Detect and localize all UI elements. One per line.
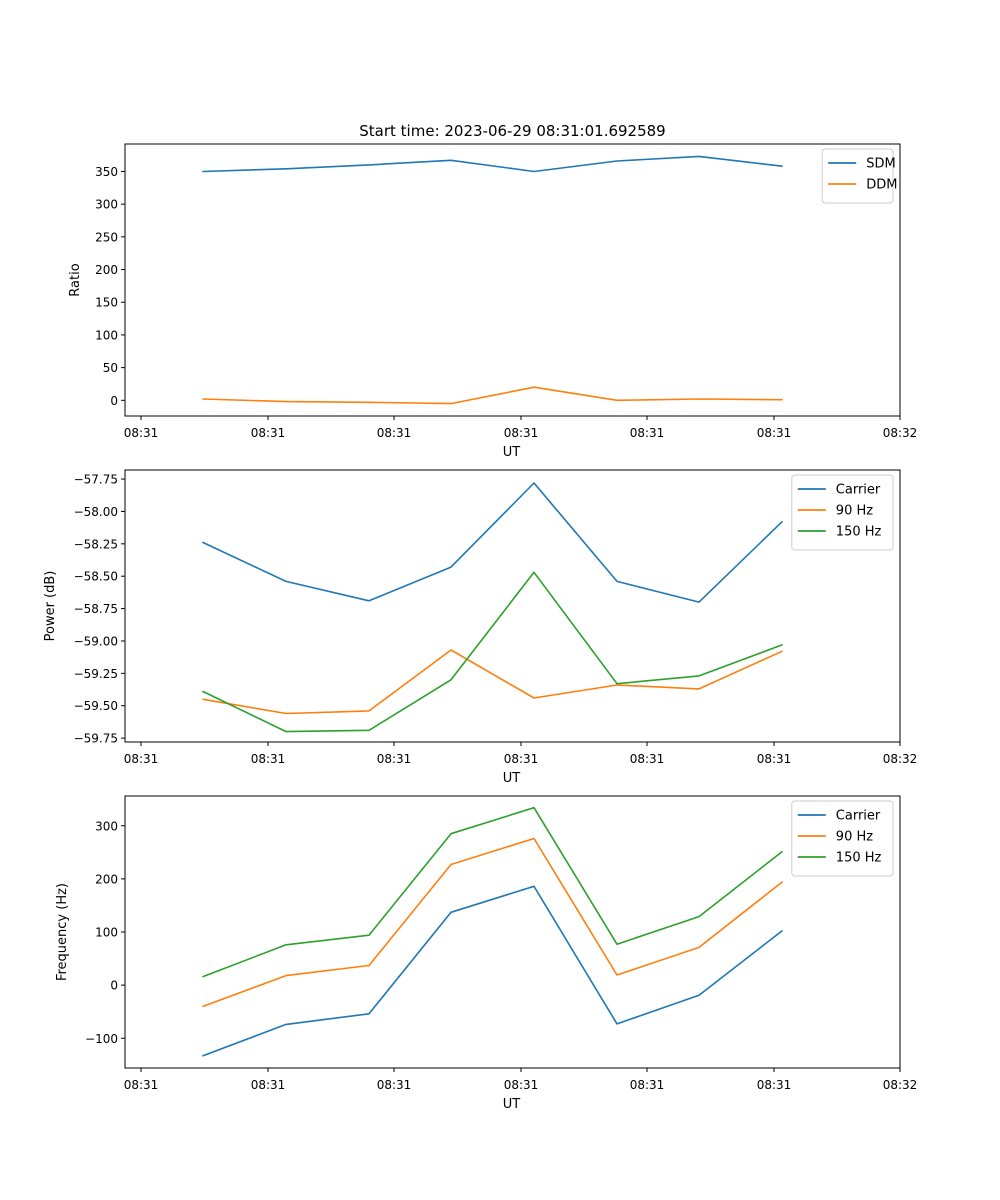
x-tick-label: 08:31 xyxy=(630,1078,665,1092)
y-tick-label: 0 xyxy=(110,394,118,408)
y-tick-label: 300 xyxy=(95,819,118,833)
x-tick-label: 08:31 xyxy=(251,752,286,766)
x-tick-label: 08:31 xyxy=(757,426,792,440)
legend: Carrier 90 Hz 150 Hz xyxy=(791,800,894,877)
y-tick-label: 100 xyxy=(95,328,118,342)
y-tick-label: −58.25 xyxy=(74,537,118,551)
x-axis-label: UT xyxy=(503,771,521,786)
x-axis-label: UT xyxy=(503,445,521,460)
y-tick-label: −59.25 xyxy=(74,667,118,681)
series-line-ddm xyxy=(202,386,783,405)
legend-entry: 90 Hz xyxy=(836,504,873,519)
legend-entry: SDM xyxy=(866,157,895,172)
x-tick-label: 08:31 xyxy=(504,1078,539,1092)
chart-panel-1: 08:31 08:31 08:31 08:31 08:31 08:31 08:32 0 50 10… xyxy=(68,143,918,460)
x-tick-label: 08:32 xyxy=(883,1078,918,1092)
legend-entry: 150 Hz xyxy=(836,525,882,540)
figure-title: Start time: 2023-06-29 08:31:01.692589 xyxy=(359,122,665,140)
x-axis-label: UT xyxy=(503,1097,521,1112)
legend: SDM DDM xyxy=(821,148,897,204)
x-tick-label: 08:31 xyxy=(124,426,159,440)
series-line-90-hz xyxy=(202,837,783,1008)
y-tick-label: 200 xyxy=(95,872,118,886)
legend-entry: Carrier xyxy=(836,809,881,824)
x-tick-label: 08:31 xyxy=(124,752,159,766)
y-tick-label: −100 xyxy=(85,1032,118,1046)
y-tick-label: −59.00 xyxy=(74,634,118,648)
y-tick-label: 0 xyxy=(110,979,118,993)
y-tick-label: −59.75 xyxy=(74,732,118,746)
x-tick-label: 08:31 xyxy=(377,752,412,766)
y-axis-label: Frequency (Hz) xyxy=(55,883,70,981)
x-tick-label: 08:31 xyxy=(377,426,412,440)
series-line-sdm xyxy=(202,155,783,173)
legend: Carrier 90 Hz 150 Hz xyxy=(791,474,894,551)
legend-entry: DDM xyxy=(866,178,897,193)
series-line-150-hz xyxy=(202,571,783,733)
y-tick-label: −58.50 xyxy=(74,570,118,584)
x-tick-label: 08:31 xyxy=(377,1078,412,1092)
y-tick-label: 150 xyxy=(95,296,118,310)
series-line-carrier xyxy=(202,482,783,603)
chart-panel-3: 08:31 08:31 08:31 08:31 08:31 08:31 08:32 −100 0… xyxy=(55,795,918,1112)
series-line-90-hz xyxy=(202,649,783,715)
x-tick-label: 08:31 xyxy=(504,426,539,440)
y-tick-label: 50 xyxy=(103,361,118,375)
x-tick-label: 08:32 xyxy=(883,426,918,440)
x-tick-label: 08:31 xyxy=(251,426,286,440)
legend-entry: 150 Hz xyxy=(836,851,882,866)
axes-frame xyxy=(124,795,901,1069)
series-line-carrier xyxy=(202,885,783,1057)
y-tick-label: −59.50 xyxy=(74,699,118,713)
legend-entry: Carrier xyxy=(836,483,881,498)
x-tick-label: 08:31 xyxy=(124,1078,159,1092)
y-tick-label: 250 xyxy=(95,230,118,244)
chart-panel-2: 08:31 08:31 08:31 08:31 08:31 08:31 08:32 −57.7… xyxy=(43,469,918,786)
y-tick-label: 350 xyxy=(95,165,118,179)
x-tick-label: 08:31 xyxy=(504,752,539,766)
x-tick-label: 08:31 xyxy=(630,426,665,440)
y-axis-label: Power (dB) xyxy=(43,571,58,642)
x-tick-label: 08:31 xyxy=(757,752,792,766)
axes-frame xyxy=(124,143,901,417)
y-tick-label: 100 xyxy=(95,926,118,940)
x-tick-label: 08:31 xyxy=(757,1078,792,1092)
axes-frame xyxy=(124,469,901,743)
y-tick-label: 300 xyxy=(95,198,118,212)
y-tick-label: 200 xyxy=(95,263,118,277)
y-axis-label: Ratio xyxy=(68,263,83,296)
x-tick-label: 08:31 xyxy=(630,752,665,766)
y-tick-label: −58.75 xyxy=(74,602,118,616)
series-line-150-hz xyxy=(202,806,783,978)
x-tick-label: 08:32 xyxy=(883,752,918,766)
y-tick-label: −58.00 xyxy=(74,505,118,519)
x-tick-label: 08:31 xyxy=(251,1078,286,1092)
y-tick-label: −57.75 xyxy=(74,473,118,487)
legend-entry: 90 Hz xyxy=(836,830,873,845)
